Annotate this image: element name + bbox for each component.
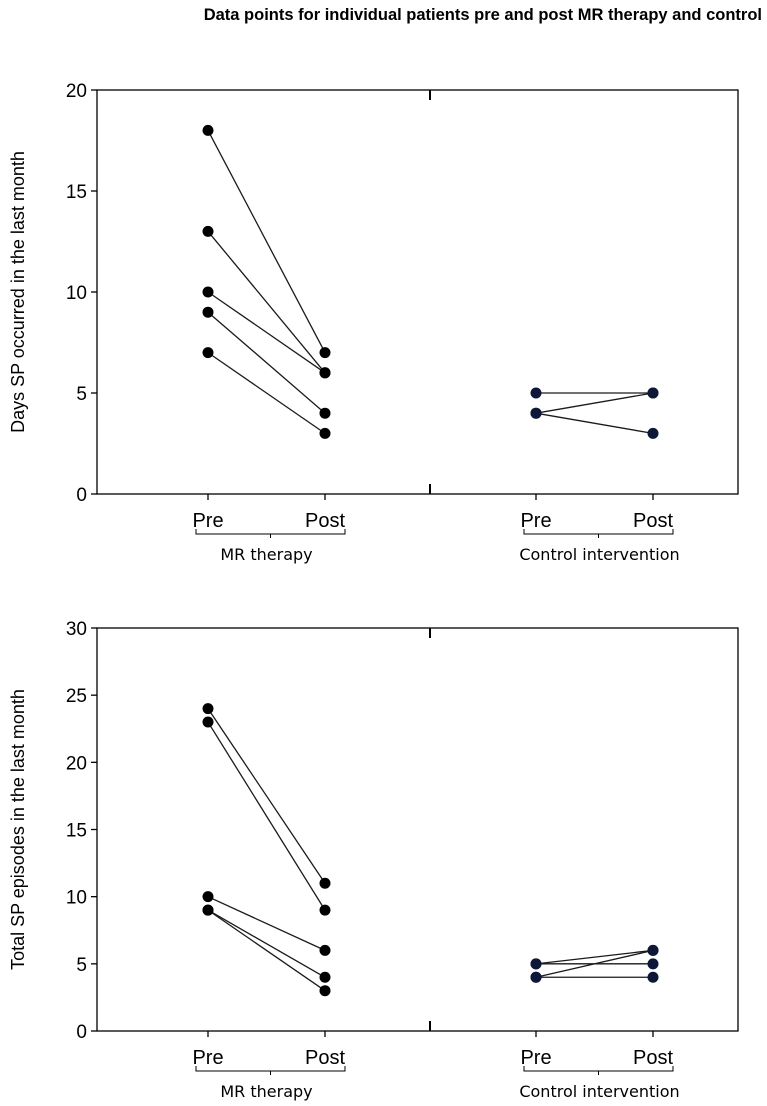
data-point-pre bbox=[530, 958, 542, 970]
y-tick-label: 5 bbox=[76, 955, 87, 976]
data-point-post bbox=[319, 347, 331, 359]
chart-panel-2: 0 5 10 15 20 25 30 Total SP episodes in the las… bbox=[8, 619, 739, 1101]
data-point-post bbox=[319, 877, 331, 889]
y-tick-label: 15 bbox=[66, 821, 87, 842]
series-line bbox=[535, 949, 654, 965]
data-point-post bbox=[319, 944, 331, 956]
y-axis-label: Total SP episodes in the last month bbox=[8, 689, 28, 970]
x-category-label: Pre bbox=[520, 1047, 551, 1069]
y-tick-label: 0 bbox=[76, 1022, 87, 1043]
data-point-post bbox=[319, 971, 331, 983]
data-point-post bbox=[319, 367, 331, 379]
data-point-post bbox=[319, 985, 331, 997]
chart-panel-1: 0 5 10 15 20 Days SP occurred in the last mon… bbox=[8, 81, 739, 564]
group-bracket bbox=[195, 1066, 346, 1075]
series-line bbox=[207, 721, 326, 911]
series-line bbox=[207, 130, 326, 353]
series-line bbox=[207, 896, 326, 951]
x-category-label: Pre bbox=[520, 510, 551, 532]
y-tick-label: 25 bbox=[66, 686, 87, 707]
series-line bbox=[207, 909, 326, 978]
group-bracket bbox=[195, 529, 346, 538]
x-category-label: Post bbox=[633, 510, 673, 532]
data-point-pre bbox=[202, 703, 214, 715]
data-point-post bbox=[319, 407, 331, 419]
data-point-post bbox=[647, 427, 659, 439]
x-category-label: Post bbox=[305, 1047, 345, 1069]
data-point-post bbox=[647, 971, 659, 983]
data-point-post bbox=[647, 944, 659, 956]
series-line bbox=[207, 230, 326, 374]
group-bracket bbox=[523, 529, 674, 538]
series-line bbox=[207, 311, 326, 414]
data-point-pre bbox=[530, 387, 542, 399]
group-control: Pre Post Control intervention bbox=[519, 944, 680, 1101]
data-point-pre bbox=[202, 904, 214, 916]
y-tick-label: 30 bbox=[66, 619, 87, 640]
plot-frame bbox=[96, 627, 739, 1032]
y-tick-label: 15 bbox=[66, 182, 87, 203]
series-line bbox=[207, 352, 326, 434]
data-point-pre bbox=[530, 407, 542, 419]
data-point-pre bbox=[202, 225, 214, 237]
group-control: Pre Post Control intervention bbox=[519, 387, 680, 564]
data-point-post bbox=[319, 427, 331, 439]
data-point-pre bbox=[202, 891, 214, 903]
group-label: Control intervention bbox=[519, 545, 679, 564]
y-tick-label: 0 bbox=[76, 485, 87, 506]
x-category-label: Post bbox=[305, 510, 345, 532]
plot-frame bbox=[96, 89, 739, 495]
series-line bbox=[207, 291, 326, 374]
y-tick-label: 10 bbox=[66, 283, 87, 304]
data-point-pre bbox=[202, 124, 214, 136]
y-tick-label: 5 bbox=[76, 384, 87, 405]
y-tick-label: 20 bbox=[66, 753, 87, 774]
group-label: Control intervention bbox=[519, 1082, 679, 1101]
series-line bbox=[535, 412, 654, 435]
data-point-pre bbox=[202, 306, 214, 318]
data-point-post bbox=[647, 958, 659, 970]
y-tick-label: 20 bbox=[66, 81, 87, 102]
group-bracket bbox=[523, 1066, 674, 1075]
group-label: MR therapy bbox=[220, 545, 312, 564]
y-tick-label: 10 bbox=[66, 888, 87, 909]
y-axis-label: Days SP occurred in the last month bbox=[8, 151, 28, 433]
data-point-pre bbox=[202, 716, 214, 728]
group-label: MR therapy bbox=[220, 1082, 312, 1101]
group-mr-therapy: Pre Post MR therapy bbox=[192, 124, 346, 564]
x-category-label: Post bbox=[633, 1047, 673, 1069]
data-point-post bbox=[647, 387, 659, 399]
series-line bbox=[535, 392, 654, 414]
group-mr-therapy: Pre Post MR therapy bbox=[192, 703, 346, 1101]
data-point-post bbox=[319, 904, 331, 916]
data-point-pre bbox=[202, 286, 214, 298]
data-point-pre bbox=[530, 971, 542, 983]
x-category-label: Pre bbox=[192, 510, 223, 532]
series-line bbox=[207, 708, 326, 884]
figure-title: Data points for individual patients pre … bbox=[203, 6, 762, 24]
series-line bbox=[207, 909, 326, 992]
x-category-label: Pre bbox=[192, 1047, 223, 1069]
data-point-pre bbox=[202, 347, 214, 359]
